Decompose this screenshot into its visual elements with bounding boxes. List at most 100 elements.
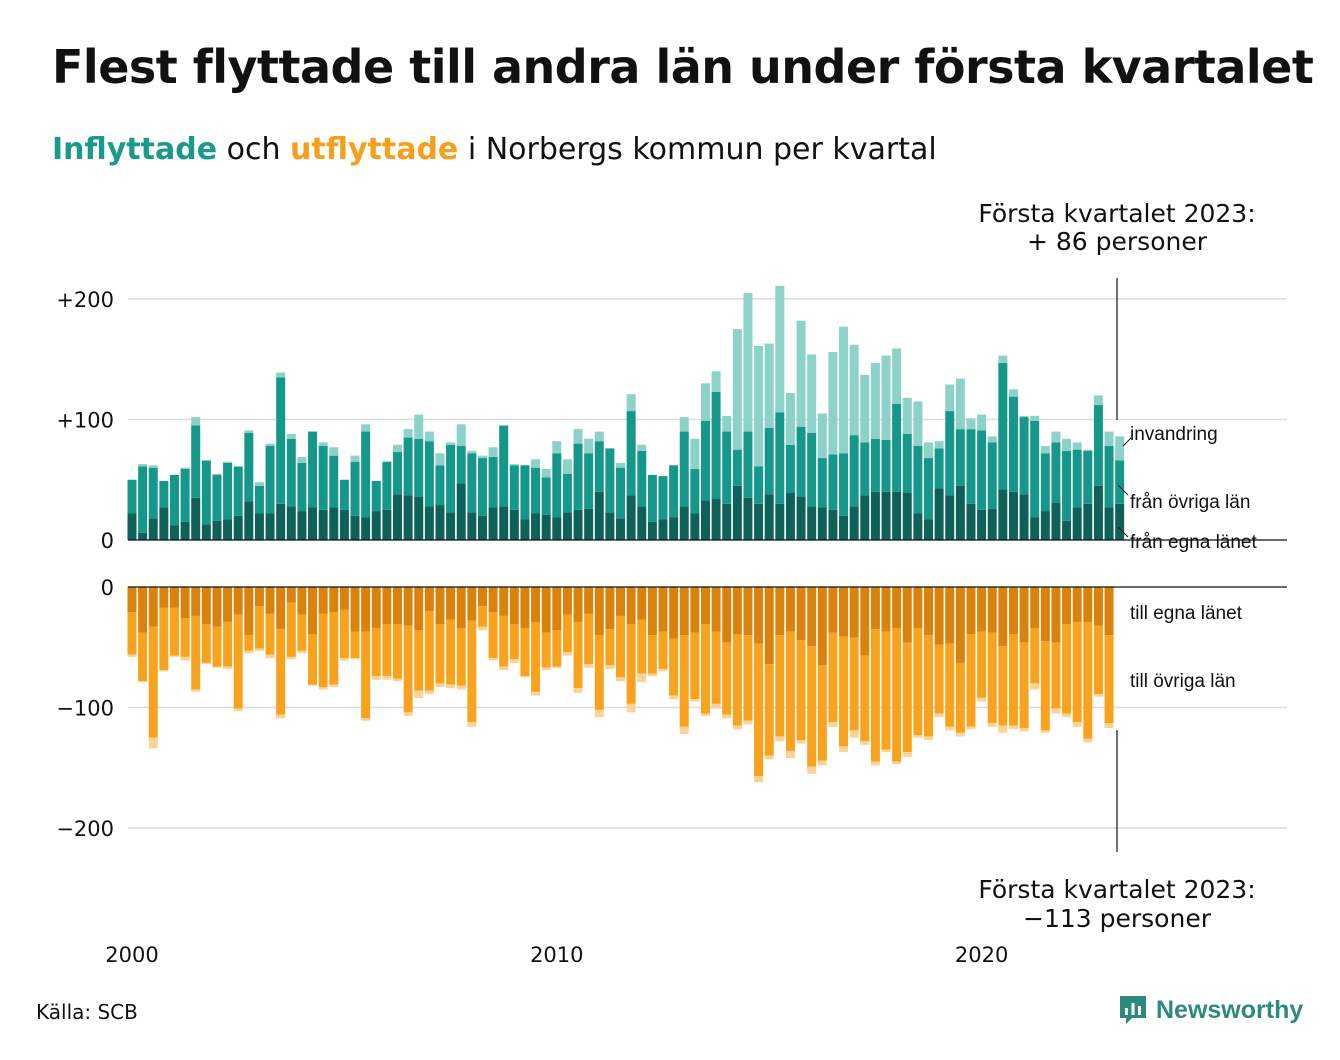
bar-out-egna (223, 587, 233, 622)
bar-out-ovriga (127, 612, 137, 655)
bar-in-egna (966, 503, 976, 540)
bar-out-egna (955, 587, 965, 663)
callout-bottom-line-1: Första kvartalet 2023: (978, 875, 1255, 904)
bar-out-utvandring (594, 709, 604, 718)
bar-in-egna (254, 513, 264, 540)
bar-out-ovriga (1040, 641, 1050, 731)
bar-out-egna (987, 587, 997, 633)
bar-out-egna (892, 587, 902, 628)
bar-out-egna (807, 587, 817, 647)
bar-in-ovriga (977, 430, 987, 510)
bar-in-invandring (223, 461, 233, 463)
bar-out-ovriga (169, 607, 179, 656)
bar-out-utvandring (605, 665, 615, 669)
bar-out-utvandring (552, 666, 562, 668)
bar-in-egna (796, 496, 806, 540)
bar-in-ovriga (212, 474, 222, 521)
bar-out-utvandring (318, 687, 328, 690)
bar-in-egna (265, 513, 275, 540)
bar-out-ovriga (807, 646, 817, 767)
bar-out-utvandring (424, 690, 434, 695)
chart-subtitle: Inflyttade och utflyttade i Norbergs kom… (52, 132, 937, 167)
bar-out-ovriga (520, 627, 530, 677)
bar-out-egna (573, 587, 583, 622)
bar-out-ovriga (339, 609, 349, 659)
callout-bottom-line-2: −113 personer (1023, 904, 1212, 933)
bar-in-egna (1072, 507, 1082, 540)
bar-in-invandring (1062, 438, 1072, 451)
bar-in-egna (531, 513, 541, 540)
bar-in-egna (881, 491, 891, 540)
bar-out-ovriga (775, 635, 785, 737)
legend-leader-invandring (1122, 437, 1132, 447)
bar-out-utvandring (339, 658, 349, 661)
bar-in-invandring (488, 447, 498, 457)
bar-out-ovriga (159, 607, 169, 671)
bar-in-ovriga (849, 435, 859, 507)
brand-logo[interactable]: Newsworthy (1118, 994, 1303, 1026)
bar-in-invandring (700, 383, 710, 421)
bar-in-egna (435, 505, 445, 540)
bar-in-egna (414, 496, 424, 540)
bar-out-ovriga (308, 633, 318, 685)
bar-in-egna (541, 514, 551, 540)
bar-out-ovriga (881, 631, 891, 750)
bar-in-egna (700, 500, 710, 540)
bar-out-utvandring (499, 666, 509, 671)
bar-in-egna (424, 506, 434, 540)
bar-in-ovriga (669, 465, 679, 518)
bar-in-egna (924, 519, 933, 540)
bar-out-utvandring (382, 676, 392, 680)
bar-in-ovriga (488, 456, 498, 508)
bar-in-ovriga (637, 450, 647, 507)
bar-out-utvandring (892, 761, 902, 765)
bar-out-ovriga (966, 633, 976, 727)
bar-in-egna (849, 506, 859, 540)
bar-in-invandring (297, 456, 307, 463)
bar-out-utvandring (403, 712, 413, 716)
bar-in-egna (297, 511, 307, 540)
bar-out-ovriga (892, 627, 902, 762)
bar-in-egna (488, 507, 498, 540)
bar-in-ovriga (414, 438, 424, 497)
bar-out-ovriga (722, 642, 732, 715)
bar-out-utvandring (732, 725, 742, 730)
bar-out-utvandring (1083, 738, 1093, 743)
bar-in-ovriga (1083, 450, 1093, 504)
bar-out-utvandring (966, 726, 976, 730)
bar-in-invandring (350, 455, 360, 462)
bar-in-ovriga (201, 460, 211, 525)
bar-out-egna (690, 587, 700, 633)
bar-out-ovriga (265, 613, 275, 655)
bar-out-egna (605, 587, 615, 630)
bar-in-egna (605, 512, 615, 540)
bar-out-egna (477, 587, 487, 607)
bar-in-ovriga (371, 480, 381, 512)
bar-out-ovriga (276, 629, 286, 715)
bar-in-ovriga (1115, 460, 1125, 504)
chart-title: Flest flyttade till andra län under förs… (52, 40, 1314, 94)
bar-in-ovriga (573, 443, 583, 510)
bar-out-ovriga (244, 635, 254, 651)
bar-in-ovriga (754, 466, 764, 504)
bar-out-ovriga (509, 624, 519, 660)
y-tick-label: +200 (56, 288, 114, 312)
callout-top-line-1: Första kvartalet 2023: (978, 199, 1255, 228)
bar-out-utvandring (860, 741, 870, 745)
bar-out-egna (924, 587, 933, 636)
bar-out-ovriga (488, 612, 498, 659)
bar-out-egna (159, 587, 169, 608)
bar-in-egna (977, 509, 987, 540)
bar-out-egna (403, 587, 413, 626)
bar-out-ovriga (201, 624, 211, 663)
bar-out-utvandring (191, 689, 201, 692)
bar-out-utvandring (573, 688, 583, 694)
bar-in-egna (955, 485, 965, 540)
bar-out-ovriga (913, 627, 923, 736)
bar-in-invandring (1051, 431, 1061, 443)
bar-out-ovriga (393, 624, 402, 679)
bar-out-egna (945, 587, 955, 644)
bar-out-utvandring (924, 736, 933, 741)
bar-out-ovriga (616, 615, 626, 678)
bar-out-egna (977, 587, 987, 632)
